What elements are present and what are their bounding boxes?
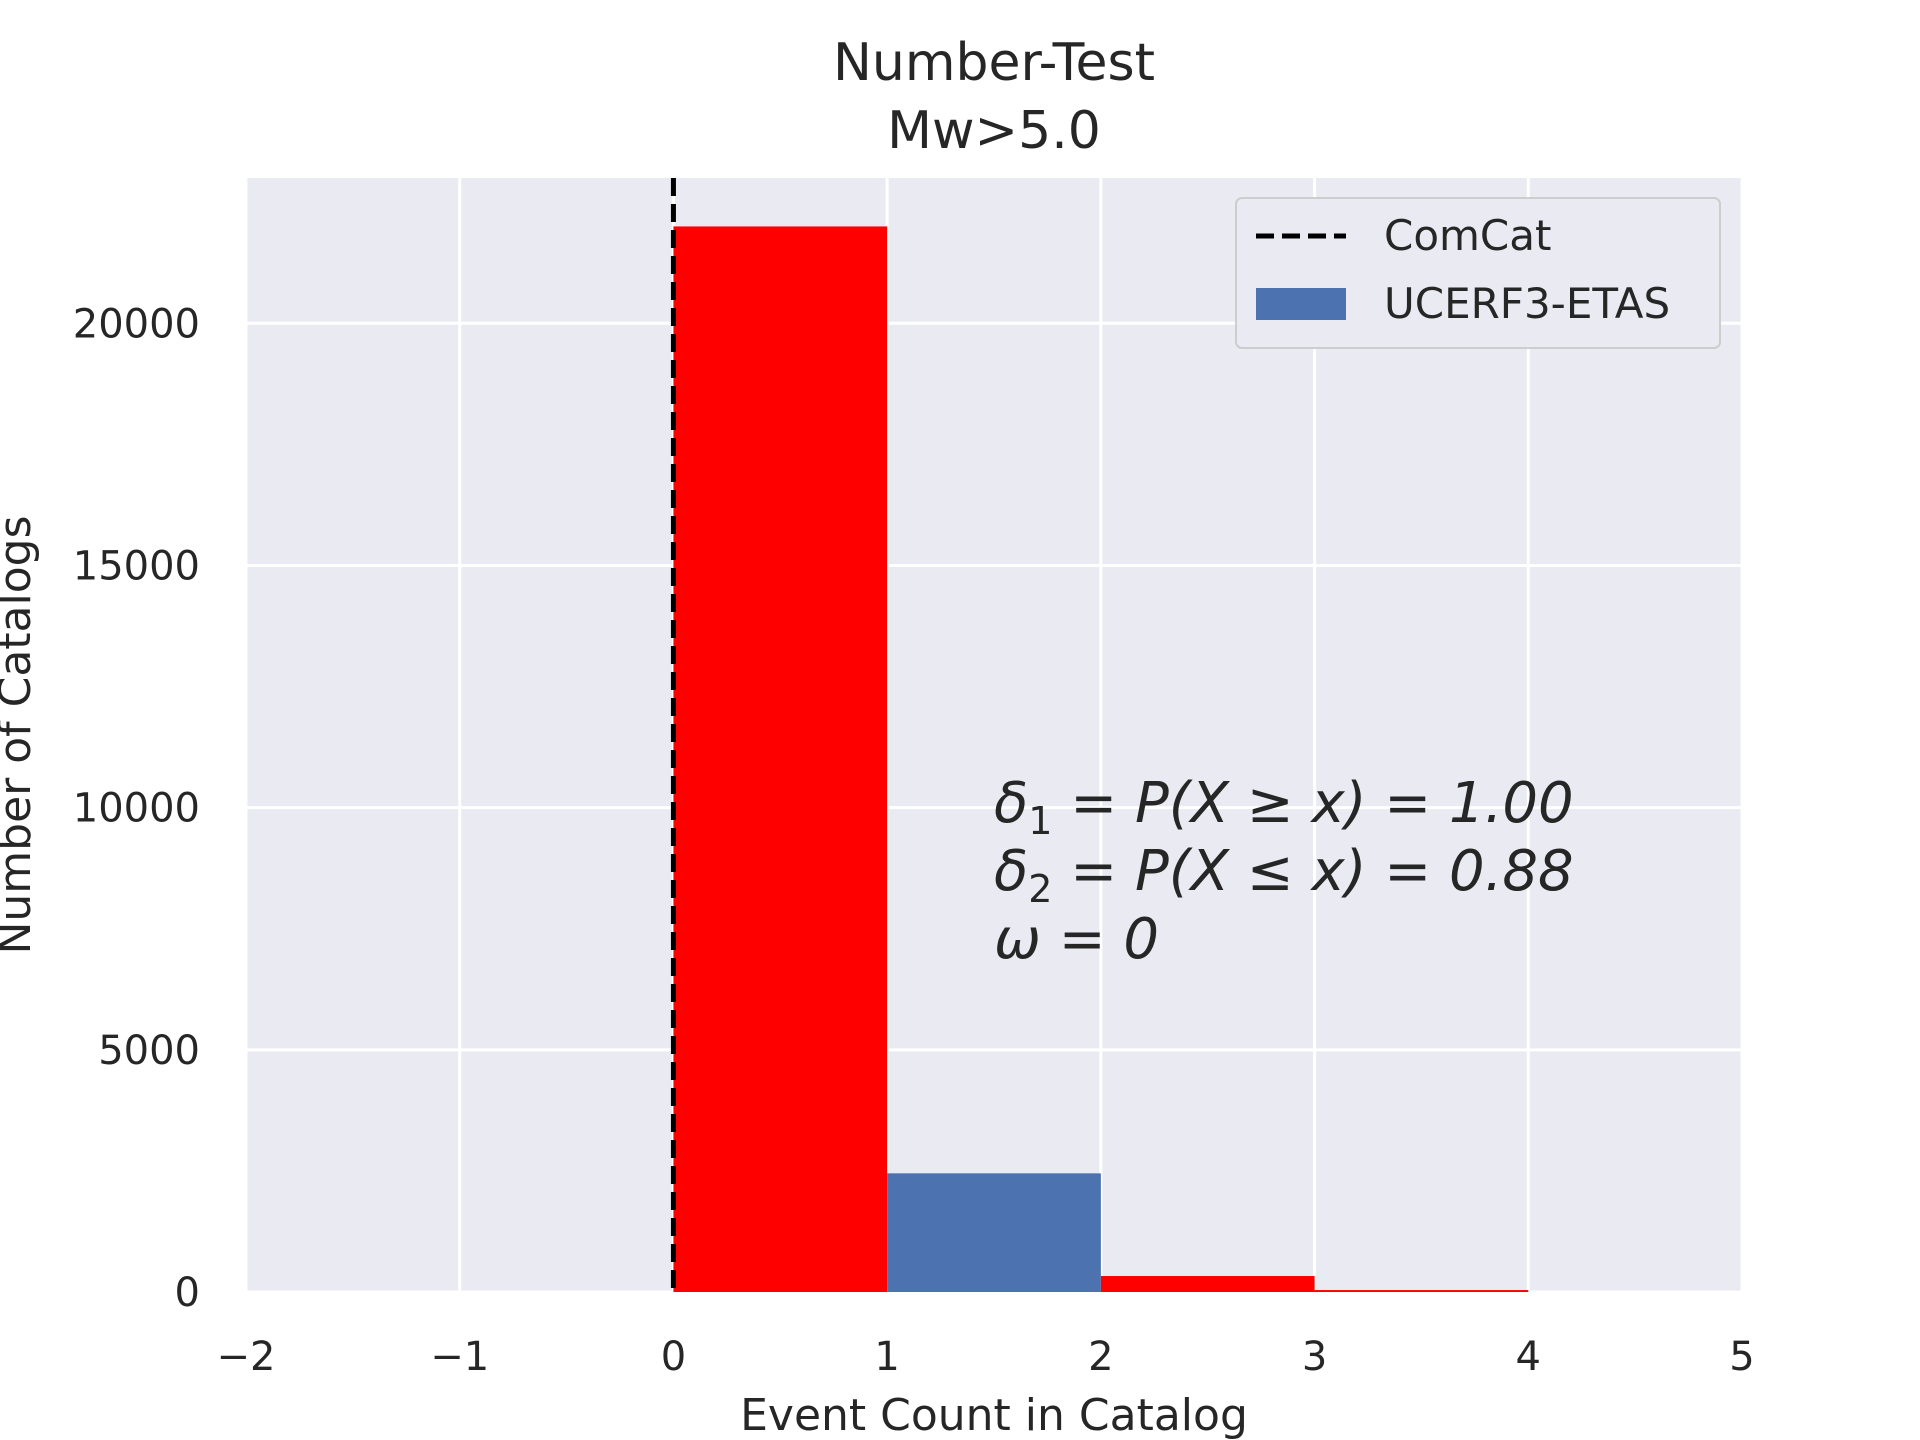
annotation-delta2: δ2 = P(X ≤ x) = 0.88 — [994, 839, 1574, 911]
x-tick-label: 4 — [1516, 1334, 1541, 1380]
y-tick-label: 5000 — [98, 1028, 200, 1074]
x-tick-label: −1 — [430, 1334, 489, 1380]
y-tick-labels: 0 5000 10000 15000 20000 — [73, 301, 200, 1316]
y-tick-label: 20000 — [73, 301, 200, 347]
histogram-bar-2 — [1100, 1276, 1315, 1292]
x-tick-label: 0 — [661, 1334, 686, 1380]
legend-ucerf-swatch — [1256, 288, 1346, 320]
x-axis-label: Event Count in Catalog — [740, 1390, 1248, 1440]
histogram-bar-0 — [673, 226, 888, 1292]
histogram-bar-1 — [887, 1173, 1101, 1292]
y-tick-label: 15000 — [73, 543, 200, 589]
y-tick-label: 10000 — [73, 786, 200, 832]
y-tick-label: 0 — [175, 1270, 200, 1316]
annotation-omega: ω = 0 — [994, 907, 1159, 972]
x-tick-label: −2 — [217, 1334, 276, 1380]
x-tick-label: 3 — [1302, 1334, 1327, 1380]
legend: ComCat UCERF3-ETAS — [1235, 197, 1721, 349]
histogram-bars — [673, 226, 1529, 1292]
legend-box — [1235, 197, 1721, 349]
x-tick-labels: −2 −1 0 1 2 3 4 5 — [217, 1334, 1755, 1380]
legend-comcat-label: ComCat — [1384, 211, 1551, 260]
x-tick-label: 5 — [1729, 1334, 1754, 1380]
x-tick-label: 2 — [1088, 1334, 1113, 1380]
histogram-bar-3 — [1314, 1290, 1529, 1292]
chart-title: Number-Test — [833, 33, 1155, 93]
chart-subtitle: Mw>5.0 — [887, 101, 1101, 161]
y-axis-label: Number of Catalogs — [0, 515, 41, 954]
legend-ucerf-label: UCERF3-ETAS — [1384, 279, 1670, 328]
annotation-delta1: δ1 = P(X ≥ x) = 1.00 — [994, 771, 1574, 843]
x-tick-label: 1 — [874, 1334, 899, 1380]
plot-background — [246, 178, 1742, 1292]
